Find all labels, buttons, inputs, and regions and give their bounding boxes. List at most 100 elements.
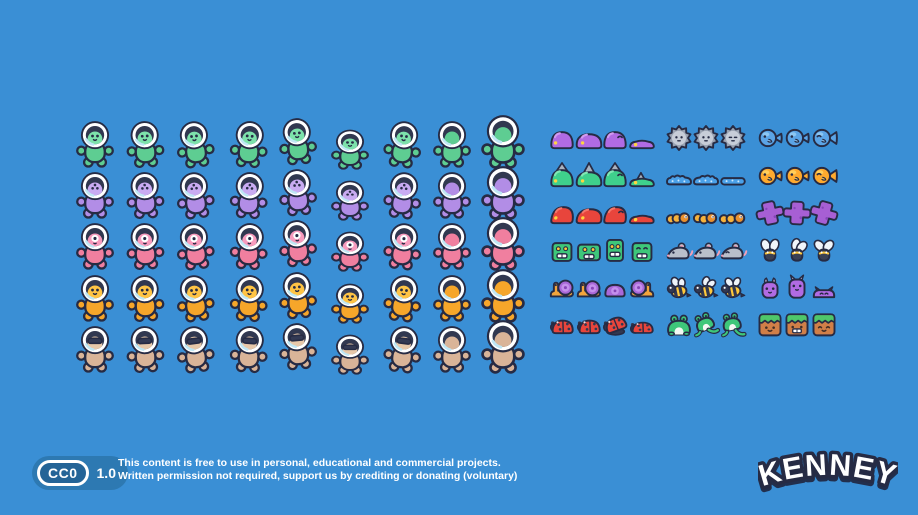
- ladybug-v3: [600, 309, 630, 339]
- pink-alien-blank-large: [477, 215, 530, 275]
- fly-v1: [755, 235, 785, 265]
- block-creature-v1: [547, 235, 577, 265]
- lava-slime-v2: [574, 198, 604, 228]
- pink-alien-float: [272, 217, 322, 273]
- orange-fish-v3: [809, 161, 839, 191]
- snail-v1: [547, 272, 577, 302]
- pink-alien-blank: [429, 221, 475, 273]
- purple-alien-float: [272, 165, 322, 221]
- grass-block-v2: [782, 309, 812, 339]
- blue-fish-v1: [755, 123, 785, 153]
- purple-alien-blank: [429, 170, 475, 222]
- bee-v1: [664, 272, 694, 302]
- beige-alien-wave: [121, 323, 170, 377]
- green-alien-crouch: [327, 128, 373, 173]
- blue-fish-v3: [809, 123, 839, 153]
- ladybug-v4: [627, 309, 657, 339]
- snail-v3: [600, 272, 630, 302]
- mouse-v1: [664, 235, 694, 265]
- purple-cross-v2: [782, 198, 812, 228]
- frog-v3: [718, 309, 748, 339]
- purple-cross-v1: [755, 198, 785, 228]
- orange-fish-v1: [755, 161, 785, 191]
- beige-alien-blank: [429, 324, 475, 376]
- beige-alien-float: [272, 319, 322, 375]
- purple-slime-v4: [627, 123, 657, 153]
- blue-fish-v2: [782, 123, 812, 153]
- orange-fish-v2: [782, 161, 812, 191]
- ladybug-v1: [547, 309, 577, 339]
- license-line-1: This content is free to use in personal,…: [118, 457, 501, 469]
- grass-block-v3: [809, 309, 839, 339]
- orange-alien-walk: [169, 270, 221, 327]
- lava-slime-v1: [547, 198, 577, 228]
- orange-alien-float: [272, 268, 322, 324]
- block-creature-v4: [627, 235, 657, 265]
- caterpillar-v2: [691, 198, 721, 228]
- license-line-2: Written permission not required, support…: [118, 470, 518, 482]
- mouse-v3: [718, 235, 748, 265]
- bee-v3: [718, 272, 748, 302]
- license-text: This content is free to use in personal,…: [118, 457, 517, 483]
- spike-slime-v1: [547, 161, 577, 191]
- caterpillar-v3: [718, 198, 748, 228]
- spike-slime-v4: [627, 161, 657, 191]
- snail-v2: [574, 272, 604, 302]
- green-alien-walk: [169, 117, 221, 174]
- beige-alien-walk: [169, 321, 221, 378]
- orange-alien-wave: [121, 271, 170, 325]
- rock-sun-v1: [664, 123, 694, 153]
- green-alien-blank-large: [477, 113, 530, 173]
- water-puddle-v3: [718, 161, 748, 191]
- beige-alien-blank-large: [477, 318, 530, 378]
- beige-alien-lean: [377, 321, 429, 378]
- horned-slug-v3: [809, 272, 839, 302]
- orange-alien-blank: [429, 273, 475, 325]
- pink-alien-stand-wide: [224, 220, 274, 275]
- frog-v2: [691, 309, 721, 339]
- purple-slime-v1: [547, 123, 577, 153]
- cc0-logo: CC0: [37, 460, 89, 486]
- rock-sun-v2: [691, 123, 721, 153]
- purple-alien-lean: [377, 168, 429, 225]
- green-alien-lean: [377, 117, 429, 174]
- green-alien-idle: [72, 119, 118, 171]
- purple-alien-wave: [121, 169, 170, 223]
- orange-alien-idle: [72, 273, 118, 325]
- grass-block-v1: [755, 309, 785, 339]
- bee-v2: [691, 272, 721, 302]
- purple-alien-blank-large: [477, 164, 530, 224]
- purple-cross-v3: [809, 198, 839, 228]
- license-version: 1.0: [96, 465, 116, 481]
- fly-v3: [809, 235, 839, 265]
- caterpillar-v1: [664, 198, 694, 228]
- rock-sun-v3: [718, 123, 748, 153]
- pink-alien-idle: [72, 221, 118, 273]
- orange-alien-crouch: [327, 281, 373, 326]
- lava-slime-v3: [600, 198, 630, 228]
- mouse-v2: [691, 235, 721, 265]
- green-alien-wave: [121, 118, 170, 172]
- pink-alien-wave: [121, 220, 170, 274]
- beige-alien-crouch: [327, 333, 373, 378]
- license-badge: CC0 1.0: [32, 456, 128, 490]
- block-creature-v3: [600, 235, 630, 265]
- purple-alien-stand-wide: [224, 169, 274, 224]
- orange-alien-blank-large: [477, 266, 530, 326]
- lava-slime-v4: [627, 198, 657, 228]
- orange-alien-stand-wide: [224, 271, 274, 326]
- spike-slime-v3: [600, 161, 630, 191]
- purple-slime-v3: [600, 123, 630, 153]
- logo-text: KENNEY: [751, 445, 903, 496]
- green-alien-float: [272, 114, 322, 170]
- pink-alien-crouch: [327, 230, 373, 275]
- fly-v2: [782, 235, 812, 265]
- pink-alien-lean: [377, 219, 429, 276]
- beige-alien-stand-wide: [224, 322, 274, 377]
- horned-slug-v2: [782, 272, 812, 302]
- svg-text:KENNEY: KENNEY: [758, 449, 898, 493]
- orange-alien-lean: [377, 270, 429, 327]
- green-alien-blank: [429, 119, 475, 171]
